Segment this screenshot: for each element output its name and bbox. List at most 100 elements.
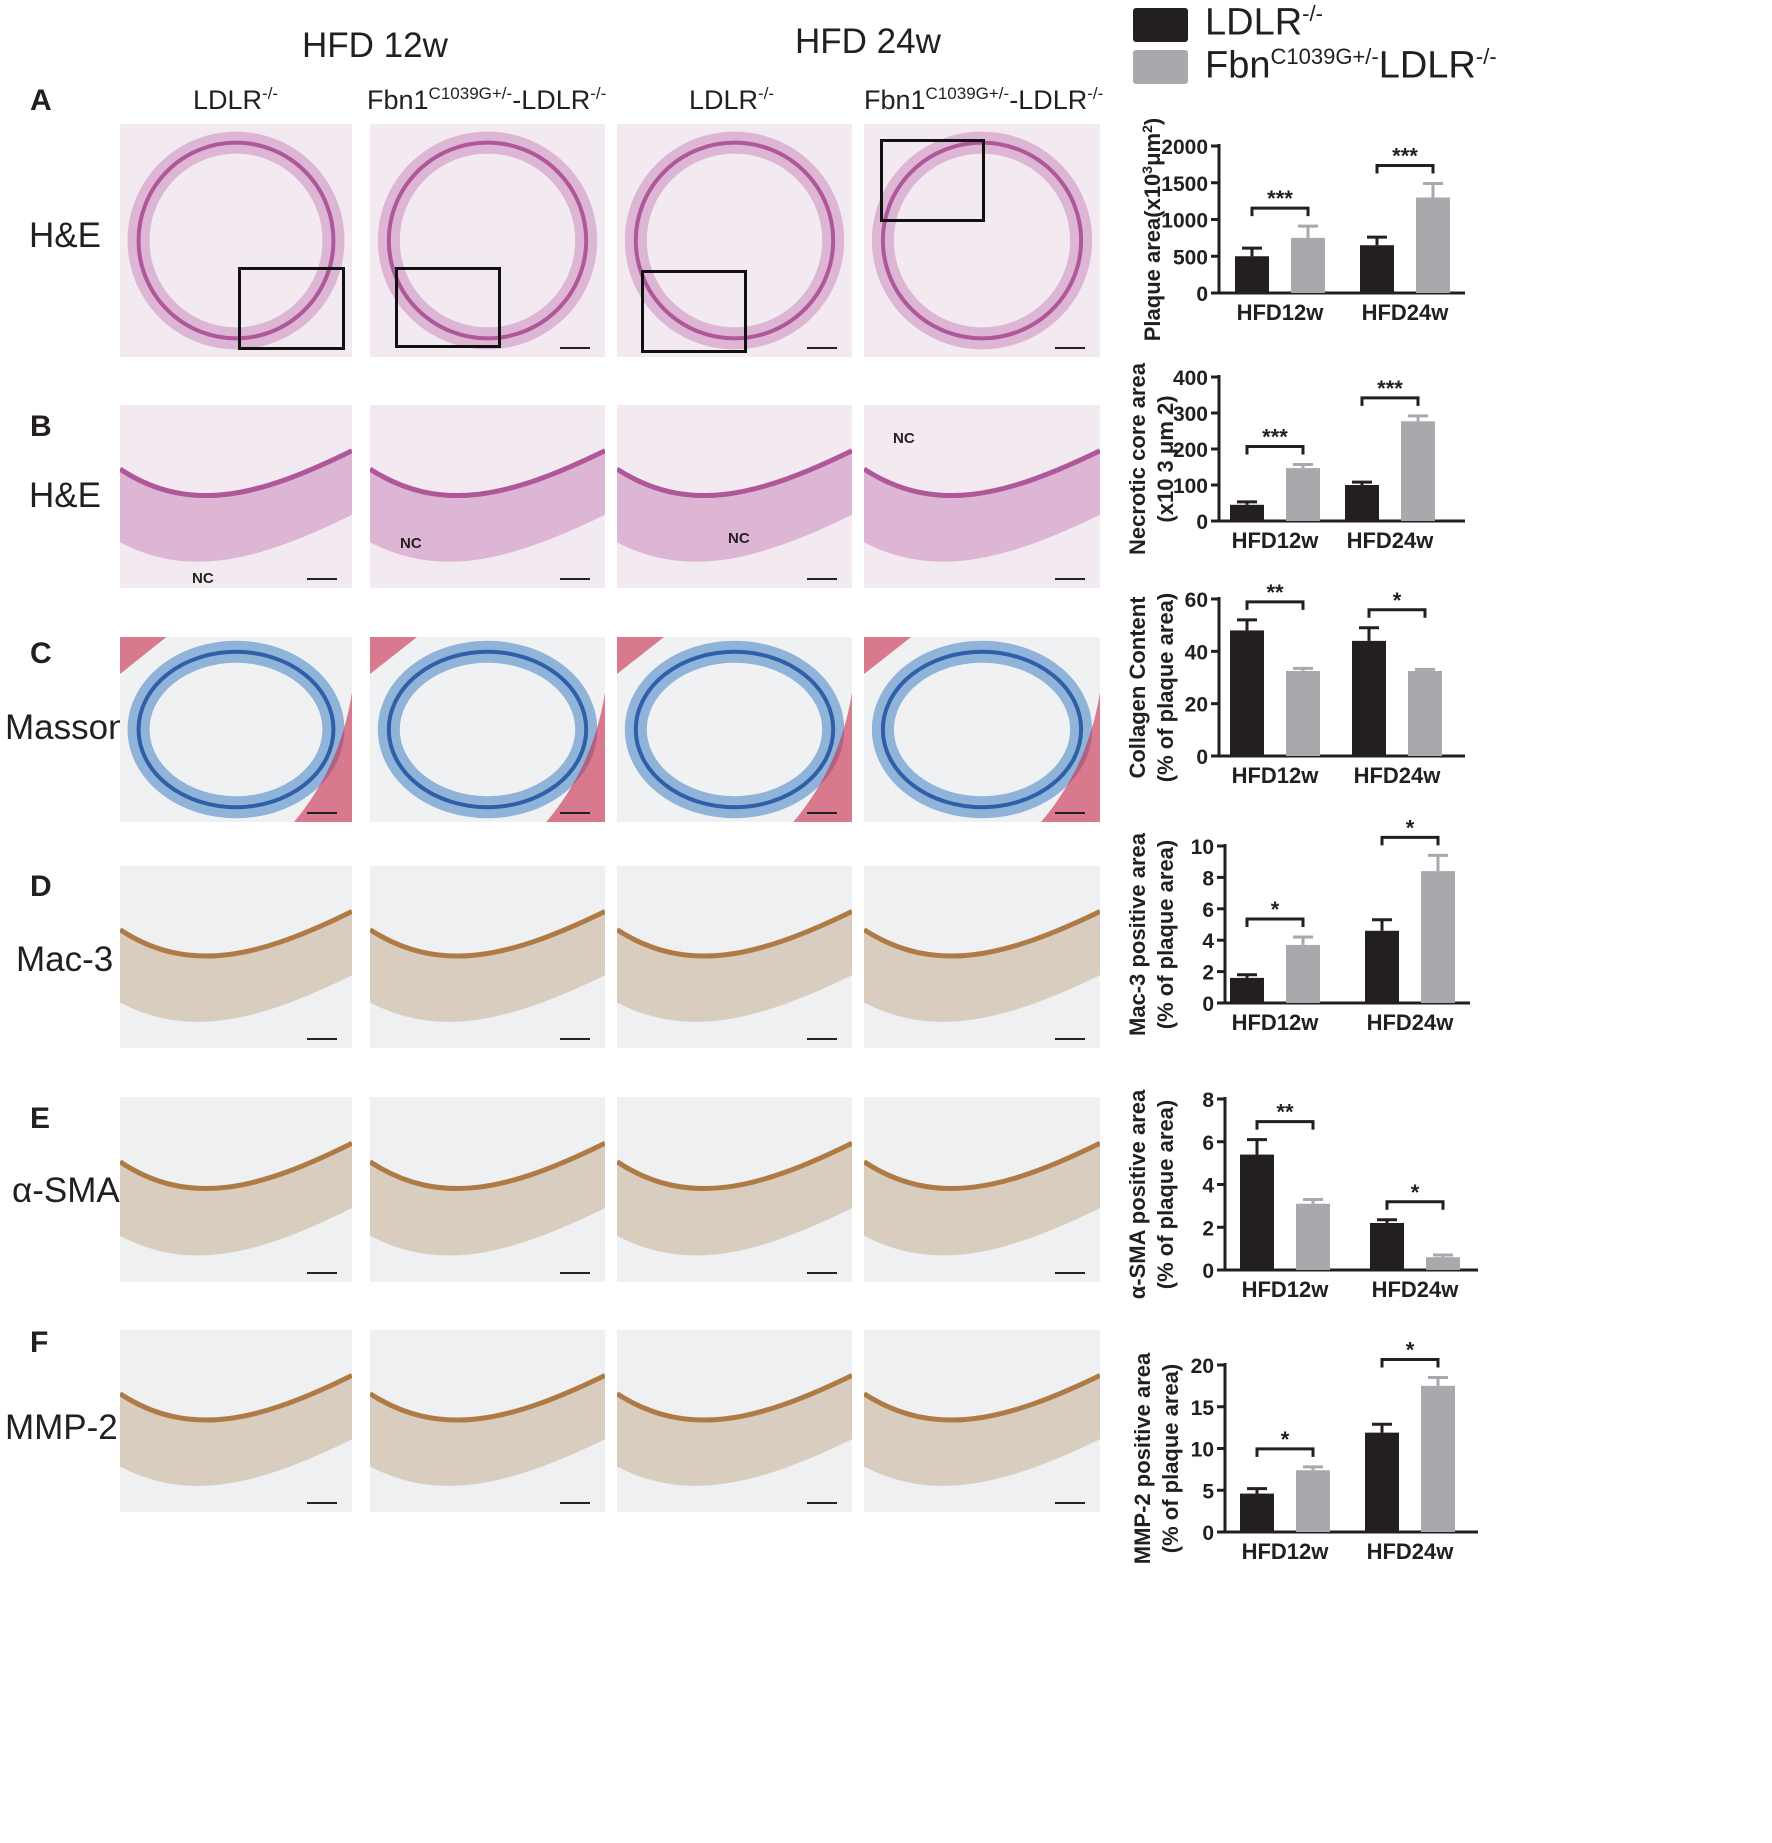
chart-3-y-tick-label: 0: [1196, 746, 1208, 769]
inset-box-4: [880, 139, 985, 222]
chart-5-x-tick-label: HFD12w: [1242, 1277, 1330, 1302]
micrograph-image: [370, 1097, 605, 1282]
micrograph-image: [864, 1330, 1100, 1512]
micrograph-image: [864, 866, 1100, 1048]
chart-6-significance-label: *: [1406, 1338, 1415, 1363]
chart-5-x-tick-label: HFD24w: [1372, 1277, 1460, 1302]
nc-label-1: NC: [192, 570, 214, 587]
chart-2-significance-label: ***: [1377, 376, 1403, 401]
chart-4-y-axis-label-line-1: Mac-3 positive area: [1125, 832, 1150, 1036]
chart-3-y-tick-label: 20: [1185, 694, 1208, 717]
group-header-24w: HFD 24w: [795, 22, 941, 61]
micrograph-e-1: [120, 1097, 352, 1282]
row-label-c: Masson: [5, 708, 128, 747]
chart-5-significance-bracket: [1385, 1200, 1445, 1210]
chart-4-y-axis-label-line-2: (% of plaque area): [1153, 840, 1178, 1029]
chart-5-significance-bracket: [1255, 1120, 1315, 1130]
chart-6-x-tick-label: HFD12w: [1242, 1539, 1330, 1564]
chart-1-y-tick-label: 2000: [1161, 136, 1208, 159]
chart-1-bar-fbn-hfd12w: [1291, 237, 1325, 293]
micrograph-d-1: [120, 866, 352, 1048]
row-letter-d: D: [30, 870, 52, 903]
chart-2-y-axis-label-line-1: Necrotic core area: [1125, 362, 1150, 555]
chart-2-bar-ldlr-hfd24w: [1345, 485, 1379, 521]
chart-2-y-tick-label: 100: [1173, 475, 1208, 498]
chart-3-y-axis-label-line-2: (% of plaque area): [1153, 593, 1178, 782]
row-label-e: α-SMA: [12, 1171, 120, 1210]
chart-4-significance-label: *: [1271, 897, 1280, 922]
chart-4-y-tick-label: 10: [1191, 836, 1214, 859]
chart-2-bar-fbn-hfd12w: [1286, 468, 1320, 521]
chart-5-y-axis-label-line-1: α-SMA positive area: [1125, 1089, 1150, 1299]
micrograph-b-1: [120, 405, 352, 588]
micrograph-e-4: [864, 1097, 1100, 1282]
micrograph-image: [617, 1097, 852, 1282]
chart-4-y-tick-label: 0: [1202, 993, 1214, 1016]
chart-3-significance-label: *: [1393, 588, 1402, 613]
micrograph-f-3: [617, 1330, 852, 1512]
legend: LDLR-/- FbnC1039G+/-LDLR-/-: [1133, 0, 1772, 90]
column-header-4: Fbn1C1039G+/--LDLR-/-: [864, 84, 1104, 115]
chart-3-y-tick-label: 60: [1185, 589, 1208, 612]
chart-2-x-tick-label: HFD12w: [1232, 528, 1320, 553]
chart-5-bar-ldlr-hfd12w: [1240, 1154, 1274, 1270]
micrograph-d-2: [370, 866, 605, 1048]
chart-4-y-tick-label: 4: [1202, 930, 1214, 953]
chart-4-significance-label: *: [1406, 815, 1415, 840]
chart-2-y-axis-label-line-2: (x10 3 μm 2): [1153, 395, 1178, 522]
chart-3-bar-ldlr-hfd12w: [1230, 630, 1264, 756]
chart-1-y-tick-label: 1500: [1161, 173, 1208, 196]
chart-5-significance-label: **: [1276, 1100, 1294, 1125]
chart-6-bar-fbn-hfd24w: [1421, 1385, 1455, 1532]
chart-2-significance-label: ***: [1262, 424, 1288, 449]
group-header-12w: HFD 12w: [302, 26, 448, 65]
chart-3-significance-label: **: [1266, 580, 1284, 605]
chart-3-bar-ldlr-hfd24w: [1352, 640, 1386, 756]
micrograph-image: [370, 866, 605, 1048]
chart-1-bar-ldlr-hfd12w: [1235, 256, 1269, 293]
chart-1-y-axis-label: Plaque area(x103μm2): [1139, 118, 1165, 342]
chart-6-y-tick-label: 0: [1202, 1522, 1214, 1545]
micrograph-image: [370, 637, 605, 822]
chart-5-y-tick-label: 6: [1202, 1132, 1214, 1155]
chart-3-x-tick-label: HFD12w: [1232, 763, 1320, 788]
chart-1-significance-bracket: [1375, 163, 1435, 174]
inset-box-2: [395, 267, 501, 348]
micrograph-image: [864, 637, 1100, 822]
micrograph-d-4: [864, 866, 1100, 1048]
chart-6-y-axis-label-line-2: (% of plaque area): [1158, 1364, 1183, 1553]
chart-3-x-tick-label: HFD24w: [1354, 763, 1442, 788]
chart-2-x-tick-label: HFD24w: [1347, 528, 1435, 553]
chart-5-significance-label: *: [1411, 1180, 1420, 1205]
row-letter-e: E: [30, 1102, 51, 1135]
micrograph-a-2: [370, 124, 605, 357]
nc-label-2: NC: [400, 535, 422, 552]
micrograph-image: [617, 124, 852, 357]
chart-3-bar-fbn-hfd12w: [1286, 670, 1320, 756]
chart-5-y-tick-label: 8: [1202, 1089, 1214, 1112]
chart-4-x-tick-label: HFD12w: [1232, 1010, 1320, 1035]
chart-4-bar-fbn-hfd12w: [1286, 944, 1320, 1003]
inset-box-3: [641, 270, 747, 353]
row-letter-c: C: [30, 637, 52, 670]
micrograph-f-2: [370, 1330, 605, 1512]
chart-4-y-tick-label: 8: [1202, 867, 1214, 890]
chart-2-y-tick-label: 400: [1173, 367, 1208, 390]
chart-6-y-axis-label-line-1: MMP-2 positive area: [1130, 1352, 1155, 1564]
chart-1-bar-fbn-hfd24w: [1416, 197, 1450, 293]
chart-5-y-tick-label: 4: [1202, 1175, 1214, 1198]
chart-4-x-tick-label: HFD24w: [1367, 1010, 1455, 1035]
row-letter-f: F: [30, 1326, 49, 1359]
chart-1-y-tick-label: 1000: [1161, 210, 1208, 233]
micrograph-image: [864, 1097, 1100, 1282]
chart-1-y-tick-label: 500: [1173, 246, 1208, 269]
chart-3-y-tick-label: 40: [1185, 641, 1208, 664]
micrograph-image: [120, 866, 352, 1048]
chart-6-y-tick-label: 15: [1191, 1397, 1215, 1420]
row-label-f: MMP-2: [5, 1408, 118, 1447]
micrograph-image: [617, 637, 852, 822]
chart-6-bar-ldlr-hfd24w: [1365, 1432, 1399, 1532]
chart-4-y-tick-label: 2: [1202, 962, 1214, 985]
chart-5-y-axis-label-line-2: (% of plaque area): [1153, 1100, 1178, 1289]
micrograph-a-1: [120, 124, 352, 357]
